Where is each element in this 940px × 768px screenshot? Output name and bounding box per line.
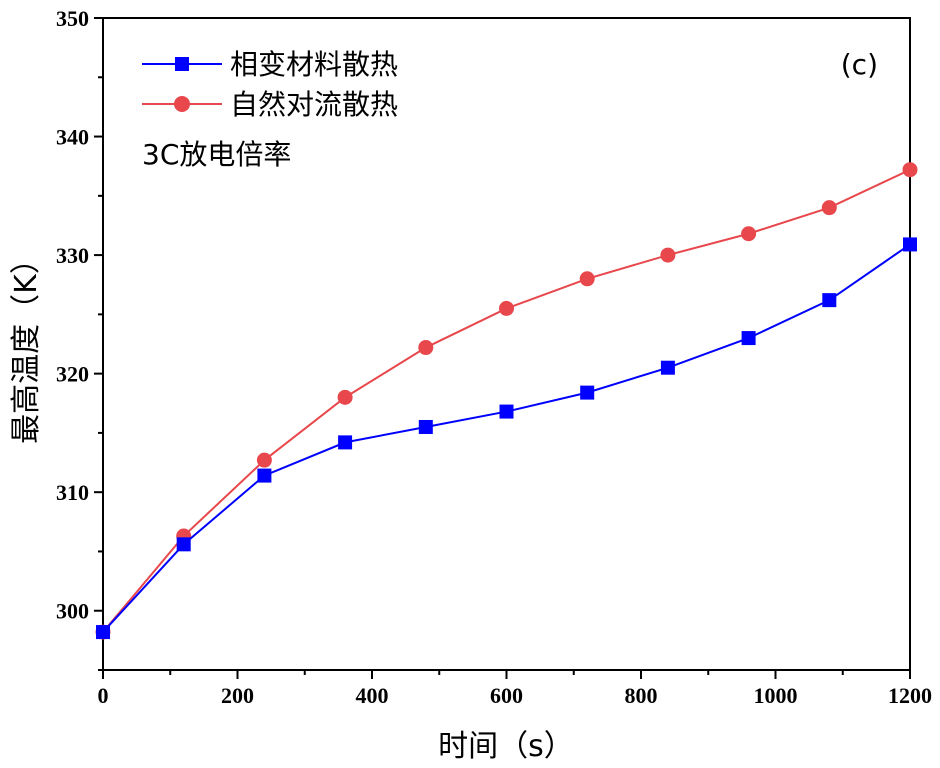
panel-label: (c) bbox=[841, 48, 878, 81]
y-axis-title: 最高温度（K） bbox=[9, 244, 44, 444]
data-point bbox=[176, 537, 191, 552]
data-point bbox=[256, 452, 272, 468]
rate-annotation: 3C放电倍率 bbox=[142, 138, 291, 171]
y-tick-label: 340 bbox=[56, 125, 89, 150]
data-point bbox=[499, 404, 514, 419]
y-tick-label: 310 bbox=[56, 480, 89, 505]
data-point bbox=[660, 360, 675, 375]
y-tick-label: 350 bbox=[56, 6, 89, 31]
data-point bbox=[580, 385, 595, 400]
data-point bbox=[821, 200, 837, 216]
data-point bbox=[660, 247, 676, 263]
legend-label-pcm: 相变材料散热 bbox=[230, 48, 398, 81]
legend-marker-pcm bbox=[175, 57, 189, 71]
legend-label-natural: 自然对流散热 bbox=[230, 88, 398, 121]
series-layer bbox=[95, 162, 918, 640]
data-point bbox=[741, 331, 756, 346]
axis-ticks bbox=[94, 17, 911, 679]
y-tick-label: 300 bbox=[56, 599, 89, 624]
data-point bbox=[337, 389, 353, 405]
x-axis-title: 时间（s） bbox=[438, 729, 574, 764]
series-pcm bbox=[96, 237, 917, 640]
data-point bbox=[741, 226, 757, 242]
data-point bbox=[418, 340, 434, 356]
legend: 相变材料散热 自然对流散热 bbox=[142, 48, 398, 121]
y-tick-label: 320 bbox=[56, 362, 89, 387]
y-tick-labels: 300 310 320 330 340 350 bbox=[56, 6, 89, 624]
x-tick-label: 800 bbox=[625, 683, 658, 708]
data-point bbox=[499, 300, 514, 316]
data-point bbox=[418, 419, 433, 434]
x-tick-label: 1200 bbox=[888, 683, 932, 708]
plot-frame bbox=[102, 17, 911, 671]
data-point bbox=[903, 237, 917, 252]
x-tick-labels: 0 200 400 600 800 1000 1200 bbox=[98, 683, 933, 708]
x-tick-label: 600 bbox=[490, 683, 523, 708]
series-line bbox=[102, 168, 911, 633]
series-natural-convection bbox=[95, 162, 918, 640]
data-point bbox=[96, 625, 110, 640]
data-point bbox=[902, 162, 918, 178]
y-tick-label: 330 bbox=[56, 243, 89, 268]
data-point bbox=[579, 271, 595, 287]
x-tick-label: 0 bbox=[98, 683, 109, 708]
x-tick-label: 400 bbox=[356, 683, 389, 708]
x-tick-label: 1000 bbox=[754, 683, 798, 708]
x-tick-label: 200 bbox=[221, 683, 254, 708]
data-point bbox=[257, 468, 272, 483]
legend-marker-natural bbox=[174, 96, 190, 112]
data-point bbox=[822, 293, 837, 308]
data-point bbox=[338, 435, 353, 450]
